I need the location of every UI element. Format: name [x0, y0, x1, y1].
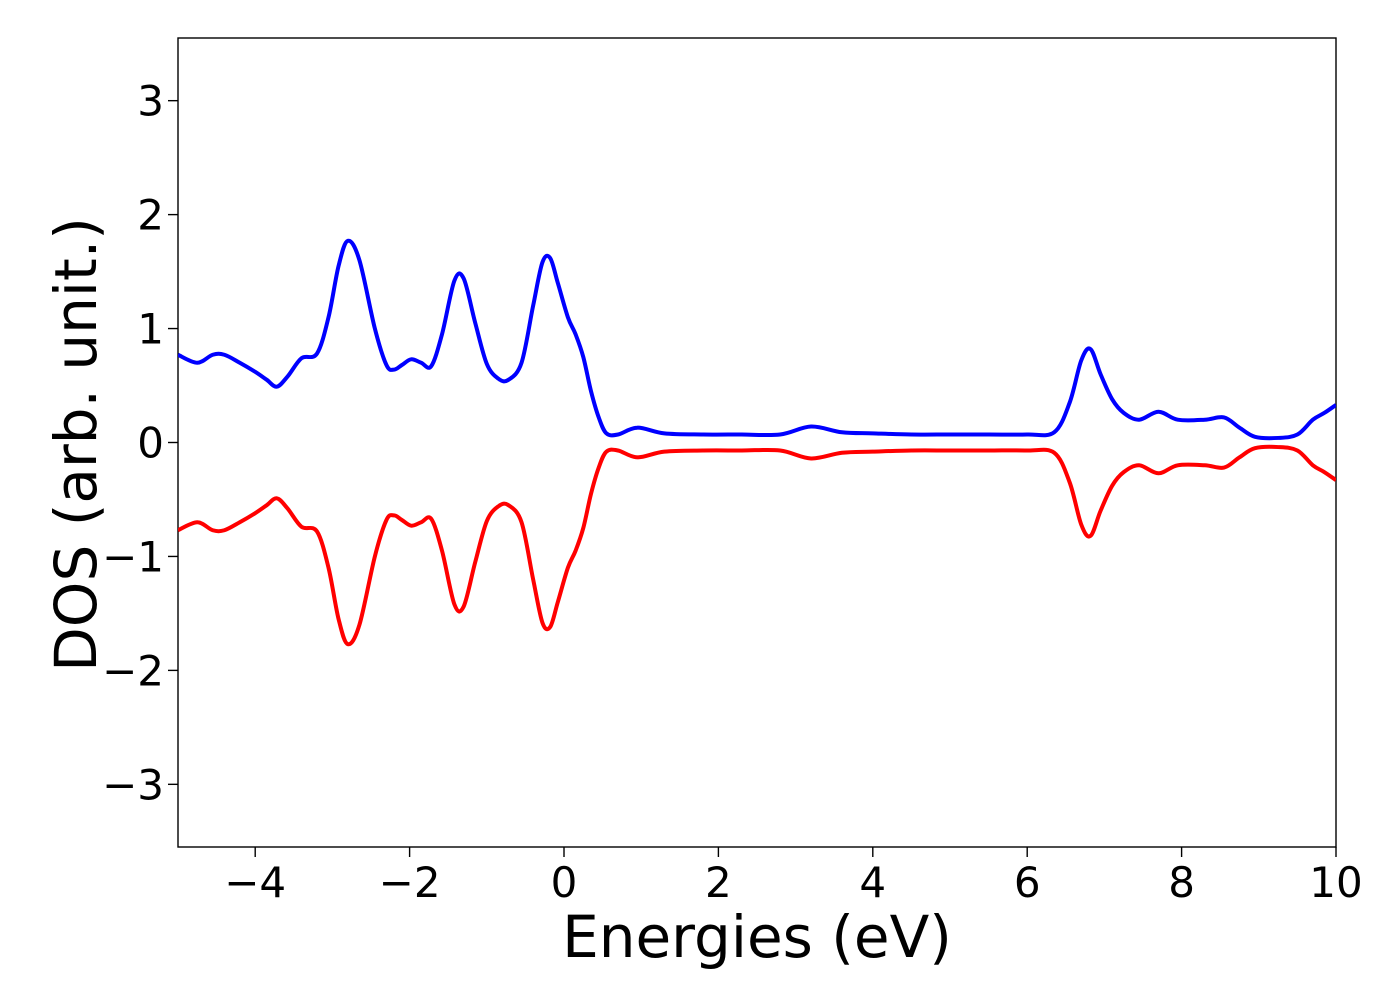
series-line-spin-up [178, 238, 1336, 441]
x-tick-label: −4 [224, 858, 286, 907]
x-tick-label: 4 [859, 858, 886, 907]
plot-frame [177, 37, 1337, 848]
x-tick-label: 6 [1014, 858, 1041, 907]
series-line-spin-down [178, 444, 1336, 647]
y-tick-label: 0 [137, 419, 164, 468]
x-tick-label: 2 [705, 858, 732, 907]
series-layer [178, 238, 1336, 647]
x-tick-label: 0 [551, 858, 578, 907]
y-axis-title: DOS (arb. unit.) [42, 217, 110, 672]
y-tick-label: −3 [102, 760, 164, 809]
y-axis: 3 2 1 0 −1 −2 −3 [102, 77, 178, 809]
y-tick-label: −2 [102, 646, 164, 695]
y-tick-label: 1 [137, 305, 164, 354]
y-tick-label: 2 [137, 191, 164, 240]
x-tick-label: 8 [1168, 858, 1195, 907]
y-tick-label: 3 [137, 77, 164, 126]
x-tick-label: −2 [379, 858, 441, 907]
x-axis-title: Energies (eV) [562, 903, 952, 971]
x-axis: −4 −2 0 2 4 6 8 10 [224, 847, 1363, 907]
x-tick-label: 10 [1309, 858, 1362, 907]
y-tick-label: −1 [102, 532, 164, 581]
